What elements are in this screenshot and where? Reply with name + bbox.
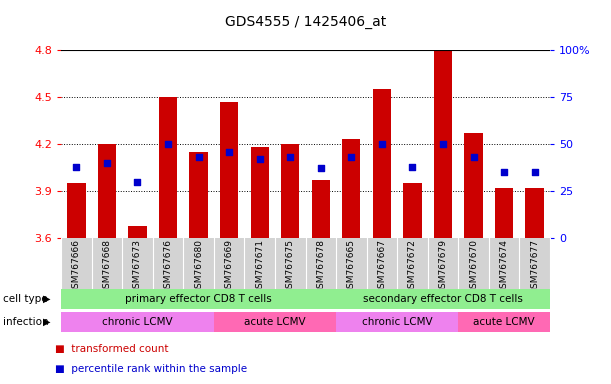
Point — [71, 164, 81, 170]
Text: ▶: ▶ — [43, 294, 50, 304]
Text: primary effector CD8 T cells: primary effector CD8 T cells — [125, 294, 272, 304]
Text: cell type: cell type — [3, 294, 48, 304]
Text: secondary effector CD8 T cells: secondary effector CD8 T cells — [363, 294, 523, 304]
Text: chronic LCMV: chronic LCMV — [102, 317, 173, 327]
Bar — [159, 97, 177, 238]
Bar — [251, 147, 269, 238]
Text: ■  transformed count: ■ transformed count — [55, 344, 169, 354]
Bar — [98, 144, 116, 238]
Point — [133, 179, 142, 185]
Point — [438, 141, 448, 147]
Bar — [434, 50, 452, 238]
Point — [255, 156, 265, 162]
Bar — [281, 144, 299, 238]
Bar — [67, 183, 86, 238]
Text: chronic LCMV: chronic LCMV — [362, 317, 433, 327]
Point — [102, 160, 112, 166]
Point — [316, 166, 326, 172]
Bar — [220, 102, 238, 238]
Bar — [525, 188, 544, 238]
Point — [377, 141, 387, 147]
Text: acute LCMV: acute LCMV — [474, 317, 535, 327]
Bar — [128, 225, 147, 238]
Bar — [403, 183, 422, 238]
Text: infection: infection — [3, 317, 49, 327]
Point — [346, 154, 356, 160]
Bar — [342, 139, 360, 238]
Bar — [495, 188, 513, 238]
Point — [499, 169, 509, 175]
Text: ▶: ▶ — [43, 317, 50, 327]
Text: ■  percentile rank within the sample: ■ percentile rank within the sample — [55, 364, 247, 374]
Point — [194, 154, 203, 160]
Point — [285, 154, 295, 160]
Bar — [189, 152, 208, 238]
Bar — [373, 89, 391, 238]
Bar — [312, 180, 330, 238]
Bar — [464, 133, 483, 238]
Point — [469, 154, 478, 160]
Point — [163, 141, 173, 147]
Point — [408, 164, 417, 170]
Text: acute LCMV: acute LCMV — [244, 317, 306, 327]
Point — [530, 169, 540, 175]
Text: GDS4555 / 1425406_at: GDS4555 / 1425406_at — [225, 15, 386, 29]
Point — [224, 149, 234, 155]
